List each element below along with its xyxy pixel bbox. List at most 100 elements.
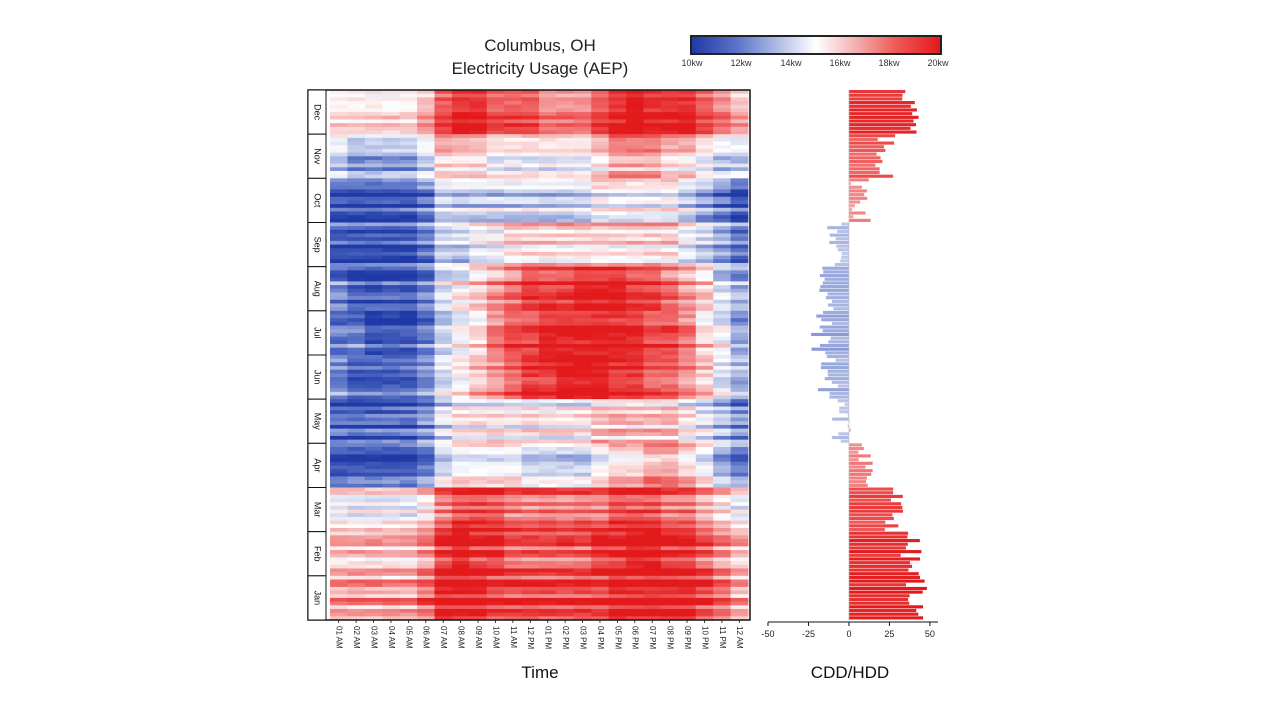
heatmap-cell (382, 557, 401, 562)
heatmap-cell (539, 447, 557, 452)
heatmap-cell (539, 222, 557, 227)
heatmap-cell (591, 469, 610, 474)
heatmap-cell (364, 439, 383, 444)
heatmap-cell (695, 480, 714, 485)
heatmap-cell (573, 395, 592, 400)
heatmap-cell (521, 539, 540, 544)
heatmap-cell (364, 196, 383, 201)
heatmap-cell (347, 204, 366, 209)
heatmap-cell (486, 152, 505, 157)
heatmap-cell (591, 244, 610, 249)
heatmap-cell (643, 211, 662, 216)
heatmap-cell (539, 343, 557, 349)
heatmap-cell (364, 413, 383, 418)
heatmap-cell (730, 531, 749, 536)
heatmap-cell (695, 90, 714, 95)
heatmap-cell (504, 608, 522, 614)
heatmap-cell (573, 274, 592, 279)
heatmap-cell (486, 579, 505, 584)
heatmap-cell (417, 366, 435, 371)
heatmap-cell (504, 281, 522, 286)
heatmap-cell (660, 516, 679, 522)
heatmap-cell (573, 204, 592, 209)
heatmap-cell (695, 531, 714, 536)
heatmap-cell (451, 413, 470, 418)
heatmap-cell (660, 97, 679, 102)
heatmap-cell (626, 498, 644, 503)
heatmap-cell (730, 505, 749, 510)
heatmap-cell (451, 226, 470, 231)
heatmap-cell (591, 502, 610, 507)
heatmap-cell (417, 174, 435, 179)
heatmap-cell (713, 170, 731, 176)
heatmap-cell (364, 321, 383, 326)
heatmap-cell (660, 134, 679, 139)
heatmap-cell (539, 505, 557, 510)
heatmap-cell (347, 351, 366, 356)
heatmap-cell (417, 447, 435, 452)
heatmap-cell (417, 520, 435, 525)
heatmap-cell (486, 145, 505, 150)
heatmap-cell (539, 325, 557, 330)
degree-day-bar (848, 472, 872, 476)
heatmap-cell (486, 391, 505, 396)
heatmap-cell (695, 222, 714, 227)
heatmap-cell (486, 572, 505, 577)
heatmap-cell (382, 266, 401, 271)
heatmap-cell (382, 167, 401, 172)
degree-day-bar (848, 126, 911, 130)
heatmap-cell (382, 572, 401, 577)
heatmap-cell (695, 579, 714, 584)
heatmap-cell (678, 112, 697, 117)
heatmap-cell (556, 384, 575, 389)
heatmap-cell (451, 123, 470, 128)
heatmap-cell (573, 513, 592, 518)
heatmap-cell (678, 296, 697, 301)
heatmap-cell (556, 402, 575, 407)
heatmap-cell (556, 586, 575, 591)
x-tick-label: 08 PM (666, 626, 675, 649)
heatmap-cell (399, 583, 418, 588)
heatmap-cell (382, 244, 401, 249)
heatmap-cell (382, 215, 401, 220)
heatmap-cell (364, 255, 383, 260)
heatmap-cell (660, 450, 679, 455)
heatmap-cell (643, 612, 662, 617)
heatmap-cell (730, 450, 749, 455)
heatmap-cell (451, 321, 470, 326)
heatmap-cell (678, 358, 697, 363)
degree-day-bar (841, 222, 849, 226)
heatmap-cell (521, 428, 540, 433)
heatmap-cell (730, 104, 749, 109)
heatmap-cell (626, 421, 644, 426)
heatmap-cell (451, 362, 470, 367)
heatmap-cell (556, 612, 575, 617)
heatmap-cell (678, 502, 697, 507)
heatmap-cell (382, 612, 401, 617)
heatmap-cell (678, 377, 697, 382)
degree-day-bar (848, 586, 927, 591)
heatmap-cell (347, 274, 366, 279)
heatmap-cell (469, 561, 488, 566)
heatmap-cell (382, 590, 401, 595)
heatmap-cell (382, 369, 401, 374)
heatmap-cell (713, 424, 731, 430)
heatmap-cell (504, 550, 522, 555)
heatmap-cell (347, 358, 366, 363)
heatmap-cell (608, 388, 627, 393)
heatmap-cell (434, 211, 453, 216)
heatmap-cell (678, 178, 697, 183)
heatmap-cell (678, 115, 697, 120)
heatmap-cell (504, 130, 522, 135)
heatmap-cell (678, 170, 697, 176)
heatmap-cell (399, 531, 418, 536)
heatmap-cell (451, 410, 470, 415)
heatmap-cell (451, 174, 470, 179)
heatmap-cell (434, 406, 453, 411)
heatmap-cell (626, 601, 644, 606)
heatmap-cell (486, 167, 505, 172)
heatmap-cell (556, 204, 575, 209)
heatmap-cell (695, 472, 714, 477)
heatmap-cell (434, 509, 453, 514)
heatmap-cell (573, 240, 592, 245)
